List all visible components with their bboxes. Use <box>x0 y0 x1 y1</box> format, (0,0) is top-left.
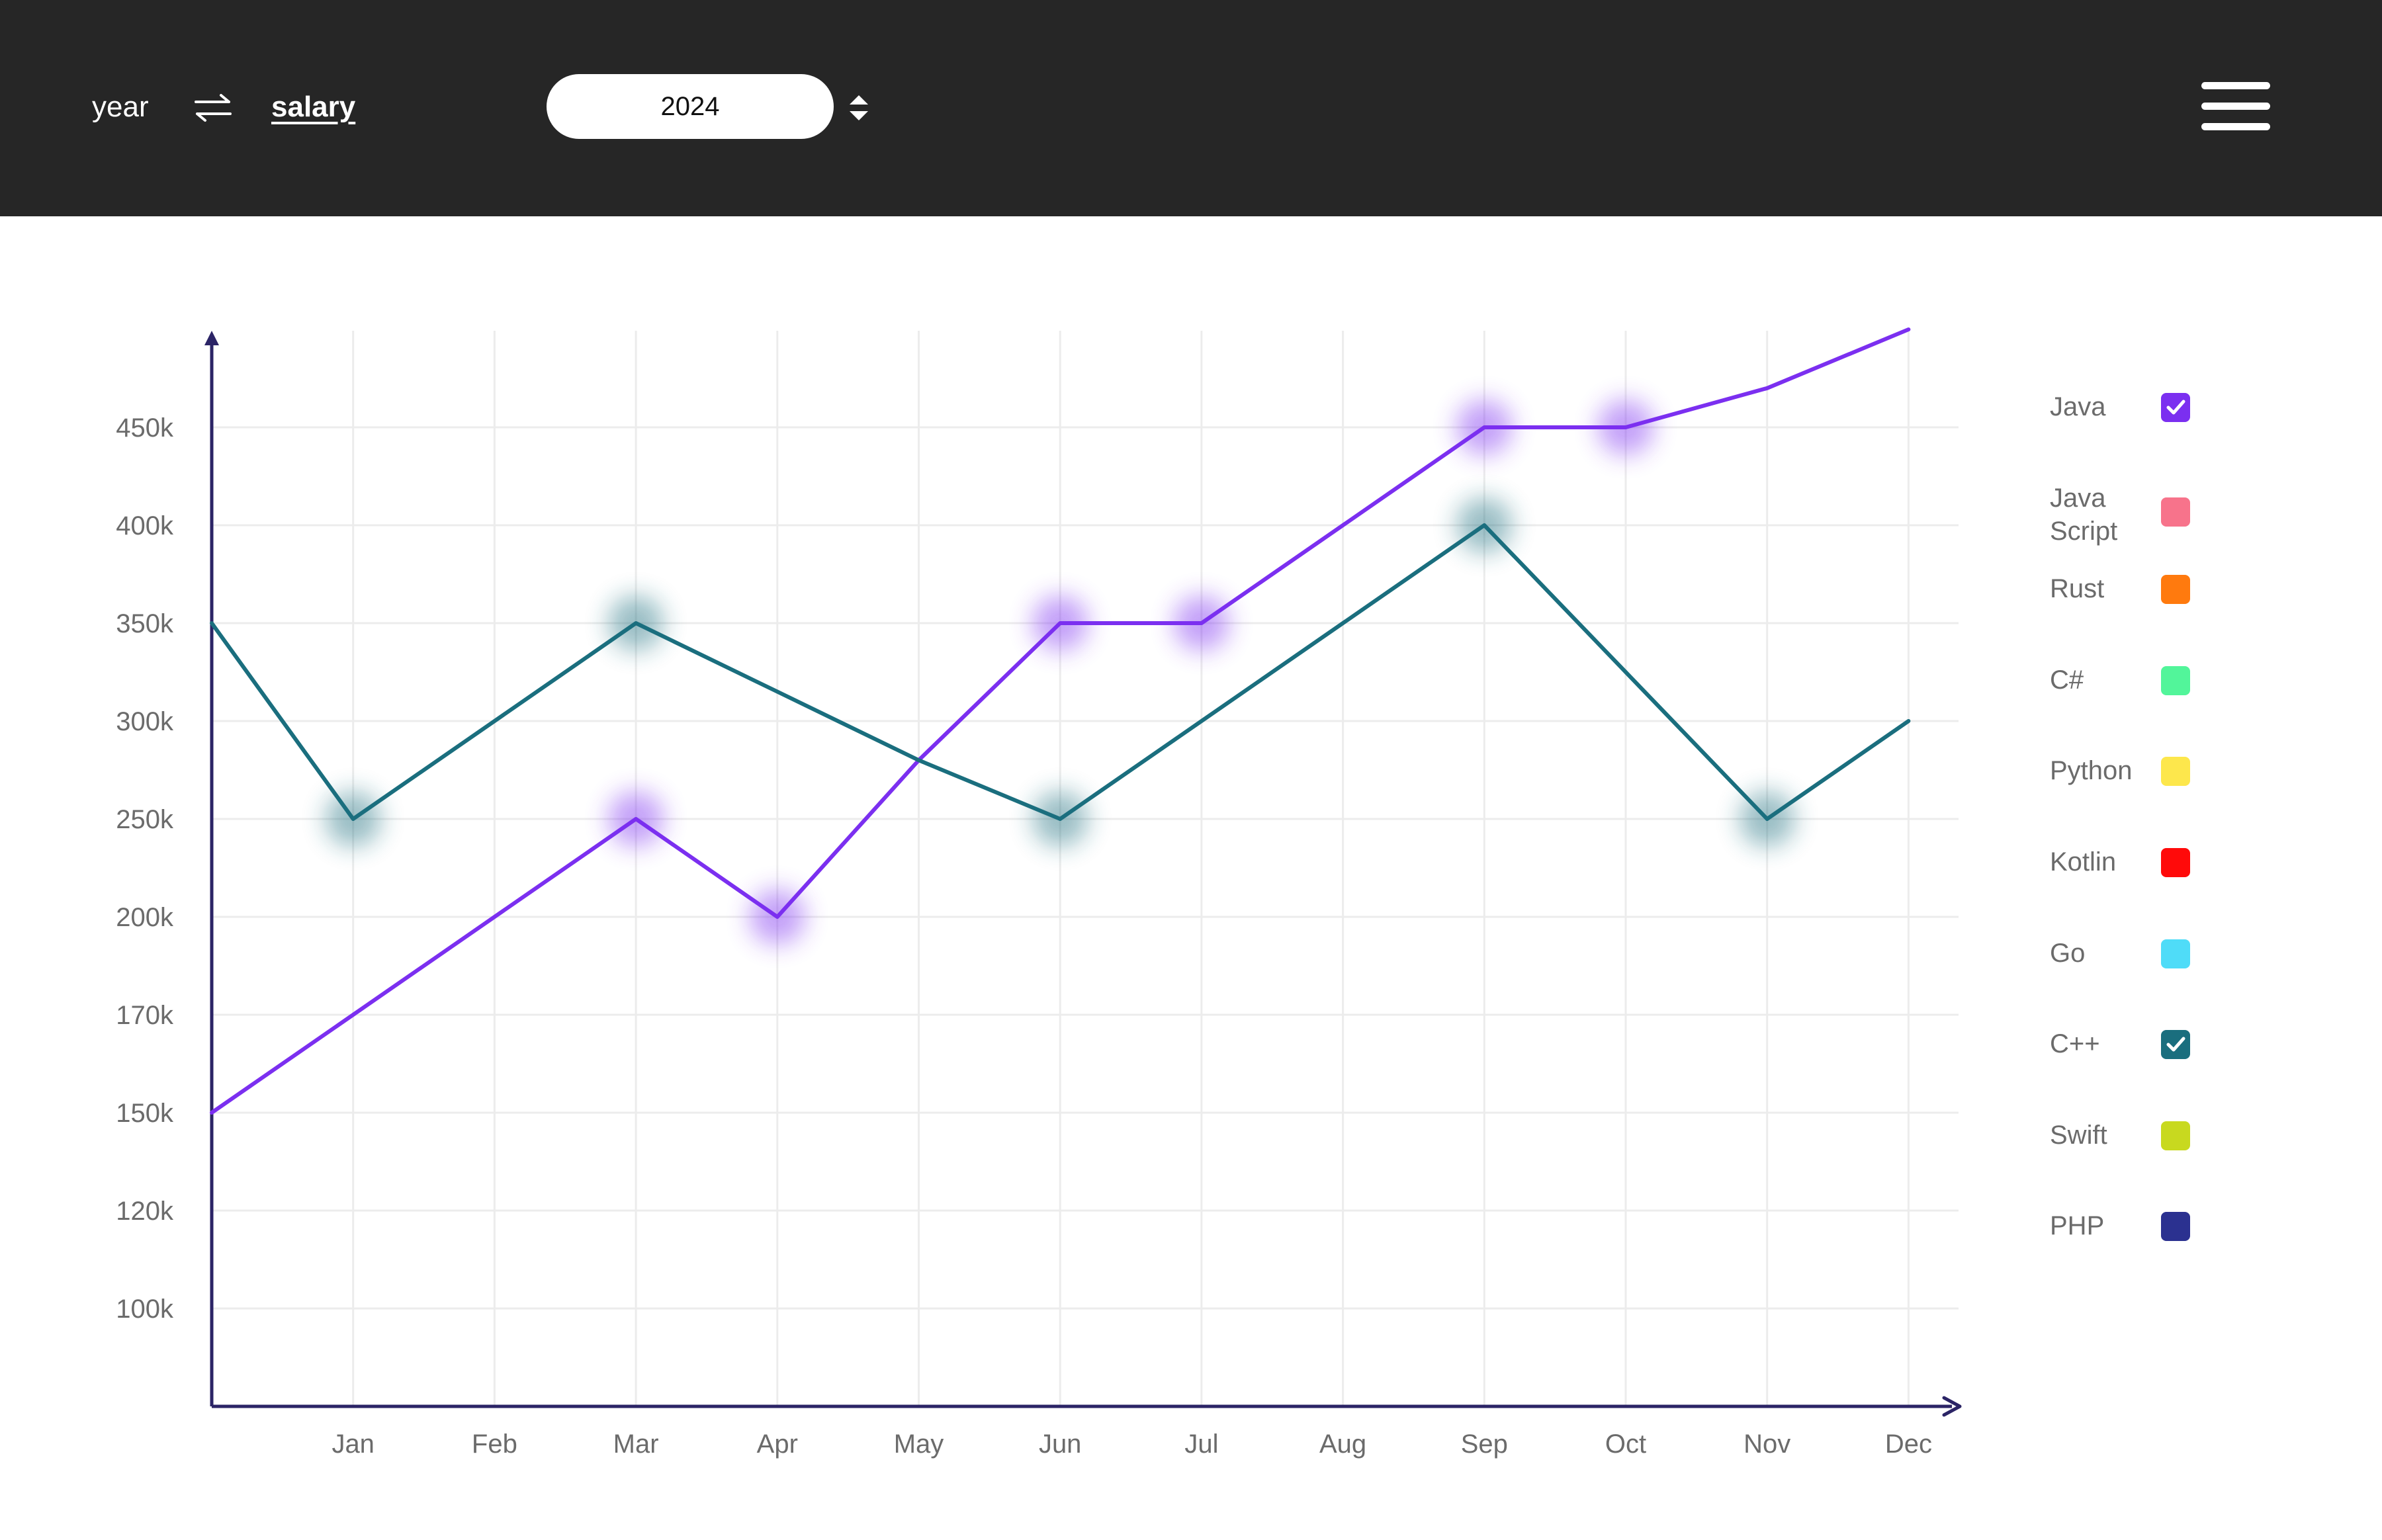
x-tick-label: Feb <box>472 1430 517 1459</box>
x-tick-label: Mar <box>613 1430 659 1459</box>
sort-arrows-icon[interactable] <box>847 91 871 124</box>
x-tick-label: Nov <box>1743 1430 1790 1459</box>
hamburger-menu-icon[interactable] <box>2201 82 2270 131</box>
checkmark-icon <box>2166 400 2185 415</box>
x-axis-labels: Jan Feb Mar Apr May Jun Jul Aug Sep Oct Nov Dec <box>331 1430 1932 1459</box>
legend-item[interactable]: Swift <box>2050 1119 2222 1198</box>
legend-label: Python <box>2050 756 2133 786</box>
legend-label: Kotlin <box>2050 847 2117 877</box>
x-tick-label: Oct <box>1605 1430 1646 1459</box>
top-bar: year salary 2024 <box>0 0 2382 216</box>
legend-item[interactable]: C++ <box>2050 1027 2222 1107</box>
legend-checkbox[interactable] <box>2161 1121 2190 1150</box>
year-select-value: 2024 <box>660 91 720 121</box>
legend-label: Java Script <box>2050 483 2118 546</box>
y-axis-labels: 100k 120k 150k 170k 200k 250k 300k 350k 400k 450k <box>116 413 174 1324</box>
legend-label: C++ <box>2050 1029 2100 1059</box>
legend-item[interactable]: Go <box>2050 937 2222 1016</box>
y-tick-label: 450k <box>116 413 174 443</box>
y-tick-label: 150k <box>116 1099 174 1128</box>
legend-item[interactable]: Python <box>2050 754 2222 834</box>
legend-item[interactable]: Java Script <box>2050 482 2222 561</box>
legend-item[interactable]: PHP <box>2050 1209 2222 1289</box>
legend-item[interactable]: Java <box>2050 390 2222 470</box>
x-tick-label: Sep <box>1461 1430 1508 1459</box>
swap-arrows-icon[interactable] <box>192 91 234 124</box>
chart-axes <box>204 331 1962 1417</box>
legend-label: Go <box>2050 938 2086 968</box>
y-tick-label: 350k <box>116 609 174 638</box>
series-line-c- <box>210 523 1911 821</box>
legend-label: Java <box>2050 392 2106 421</box>
legend-checkbox[interactable] <box>2161 1030 2190 1060</box>
y-axis-arrow-icon <box>204 331 219 345</box>
legend-label: PHP <box>2050 1211 2105 1241</box>
y-tick-label: 100k <box>116 1295 174 1324</box>
x-axis-arrow-icon <box>1942 1396 1962 1417</box>
legend-label: Swift <box>2050 1120 2107 1150</box>
legend-checkbox[interactable] <box>2161 497 2190 527</box>
legend-checkbox[interactable] <box>2161 939 2190 968</box>
legend-label: Rust <box>2050 574 2105 604</box>
y-tick-label: 250k <box>116 805 174 834</box>
x-tick-label: Jul <box>1184 1430 1218 1459</box>
series-line-java <box>210 327 1911 1115</box>
x-tick-label: Jan <box>331 1430 375 1459</box>
toggle-year-label[interactable]: year <box>92 91 149 123</box>
legend-item[interactable]: C# <box>2050 663 2222 743</box>
legend-checkbox[interactable] <box>2161 1212 2190 1242</box>
y-tick-label: 200k <box>116 903 174 932</box>
series-lines <box>210 327 1911 1115</box>
x-tick-label: May <box>894 1430 944 1459</box>
legend-checkbox[interactable] <box>2161 757 2190 787</box>
legend-checkbox[interactable] <box>2161 848 2190 877</box>
y-tick-label: 400k <box>116 511 174 540</box>
legend-checkbox[interactable] <box>2161 393 2190 422</box>
legend-checkbox[interactable] <box>2161 665 2190 695</box>
x-tick-label: Apr <box>757 1430 798 1459</box>
y-tick-label: 300k <box>116 707 174 736</box>
toggle-salary-label[interactable]: salary <box>271 91 356 123</box>
checkmark-icon <box>2166 1037 2185 1052</box>
legend-label: C# <box>2050 665 2084 695</box>
x-tick-label: Jun <box>1039 1430 1082 1459</box>
legend-item[interactable]: Kotlin <box>2050 845 2222 925</box>
legend-item[interactable]: Rust <box>2050 572 2222 652</box>
chart-grid <box>212 331 1959 1406</box>
x-tick-label: Aug <box>1319 1430 1366 1459</box>
y-tick-label: 120k <box>116 1197 174 1226</box>
year-select[interactable]: 2024 <box>547 74 834 139</box>
legend-checkbox[interactable] <box>2161 575 2190 605</box>
y-tick-label: 170k <box>116 1001 174 1030</box>
x-tick-label: Dec <box>1885 1430 1932 1459</box>
